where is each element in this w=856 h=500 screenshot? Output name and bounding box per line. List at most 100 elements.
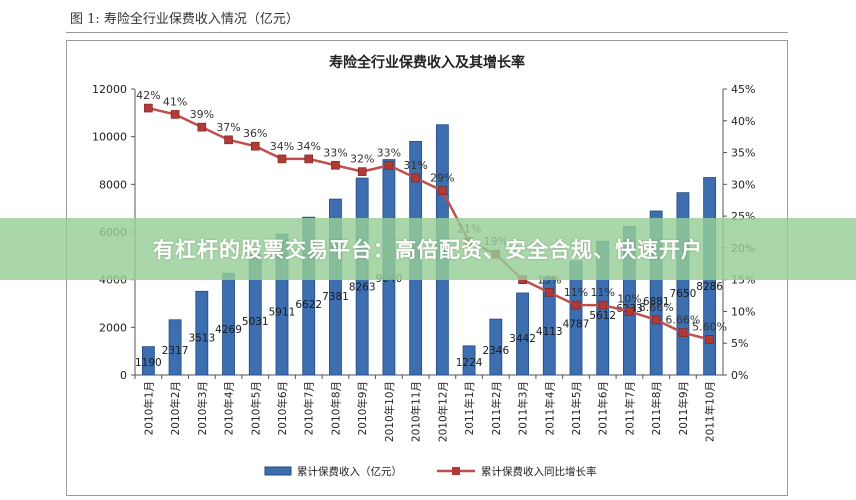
bar-value-label: 7650 <box>670 288 697 300</box>
x-tick-label: 2010年8月 <box>329 381 342 435</box>
y-right-tick-label: 10% <box>731 305 755 318</box>
line-point <box>144 103 153 113</box>
x-tick-label: 2011年6月 <box>597 381 610 435</box>
y-right-tick-label: 35% <box>731 147 755 160</box>
line-value-label: 41% <box>163 95 187 108</box>
x-tick-label: 2010年9月 <box>356 381 369 435</box>
line-point <box>625 307 634 316</box>
bar-value-label: 4787 <box>563 319 590 331</box>
line-value-label: 5.60% <box>692 320 727 333</box>
line-point <box>384 160 394 170</box>
bar-value-label: 5612 <box>589 310 616 322</box>
y-left-tick-label: 0 <box>120 369 127 382</box>
line-point <box>224 135 233 145</box>
line-value-label: 10% <box>617 292 641 305</box>
line-point <box>544 288 554 297</box>
line-point <box>678 328 688 337</box>
bar-value-label: 6881 <box>643 296 670 308</box>
x-tick-label: 2011年10月 <box>704 381 717 442</box>
y-left-tick-label: 2000 <box>99 321 127 334</box>
y-left-tick-label: 8000 <box>99 178 127 191</box>
line-value-label: 34% <box>270 140 294 153</box>
line-value-label: 31% <box>403 159 427 172</box>
bar <box>195 290 209 376</box>
line-value-label: 8.66% <box>639 301 674 314</box>
legend-line-marker <box>452 467 460 475</box>
bar <box>516 292 529 376</box>
line-point <box>438 186 447 195</box>
line-point <box>331 160 340 170</box>
caption-divider <box>66 32 788 33</box>
bar-value-label: 4113 <box>536 326 563 338</box>
y-left-tick-label: 12000 <box>92 83 127 96</box>
x-tick-label: 2011年4月 <box>543 381 556 435</box>
x-tick-label: 2010年4月 <box>223 381 236 435</box>
banner-text: 有杠杆的股票交易平台：高倍配资、安全合规、快速开户 <box>153 238 703 262</box>
x-tick-label: 2011年9月 <box>677 381 690 435</box>
line-point <box>250 141 260 151</box>
y-right-tick-label: 5% <box>731 337 748 350</box>
bar-value-label: 2317 <box>162 345 189 357</box>
bar-value-label: 4269 <box>215 324 242 336</box>
line-point <box>170 110 180 119</box>
bar-value-label: 3513 <box>188 332 215 344</box>
line-point <box>651 315 661 325</box>
y-left-tick-label: 10000 <box>92 131 127 144</box>
bar <box>489 318 503 376</box>
bar-value-label: 6622 <box>295 299 322 311</box>
line-value-label: 33% <box>377 146 401 159</box>
x-tick-label: 2011年5月 <box>570 381 583 435</box>
line-point <box>197 122 207 132</box>
bar-value-label: 1190 <box>135 357 162 369</box>
bar-value-label: 8263 <box>349 281 376 293</box>
line-value-label: 32% <box>350 153 374 166</box>
bar-value-label: 5911 <box>269 307 296 319</box>
bar-value-label: 8286 <box>696 281 723 293</box>
x-tick-label: 2011年1月 <box>463 381 476 435</box>
line-point <box>705 335 714 344</box>
x-tick-label: 2010年2月 <box>169 381 182 435</box>
legend-bar-swatch <box>264 466 292 476</box>
x-tick-label: 2010年6月 <box>276 381 289 435</box>
x-tick-label: 2010年3月 <box>196 381 209 435</box>
x-tick-label: 2011年2月 <box>490 381 503 435</box>
line-point <box>277 154 287 164</box>
chart-title: 寿险全行业保费收入及其增长率 <box>329 54 525 71</box>
bar-value-label: 3442 <box>509 333 536 345</box>
x-tick-label: 2011年3月 <box>517 381 530 435</box>
x-tick-label: 2011年8月 <box>650 381 663 435</box>
bar-value-label: 7381 <box>322 291 349 303</box>
line-point <box>598 300 608 310</box>
bar-value-label: 5031 <box>242 316 269 328</box>
growth-line <box>148 106 710 341</box>
line-value-label: 6.66% <box>665 314 700 327</box>
legend-bar-label: 累计保费收入（亿元） <box>297 465 402 478</box>
line-value-label: 11% <box>564 286 588 299</box>
line-point <box>304 154 314 164</box>
promo-banner: 有杠杆的股票交易平台：高倍配资、安全合规、快速开户 <box>0 218 856 280</box>
bar-value-label: 2346 <box>482 345 509 357</box>
x-tick-label: 2010年5月 <box>249 381 262 435</box>
y-right-tick-label: 45% <box>731 83 755 96</box>
line-value-label: 39% <box>190 108 214 121</box>
line-value-label: 42% <box>136 89 160 102</box>
legend-line-label: 累计保费收入同比增长率 <box>481 465 597 478</box>
x-tick-label: 2010年11月 <box>410 381 423 442</box>
figure-caption: 图 1: 寿险全行业保费收入情况（亿元） <box>70 12 299 27</box>
y-right-tick-label: 0% <box>731 369 748 382</box>
line-value-label: 34% <box>297 140 321 153</box>
line-value-label: 29% <box>430 172 454 185</box>
x-tick-label: 2010年1月 <box>142 381 155 435</box>
line-value-label: 33% <box>323 146 347 159</box>
y-right-tick-label: 30% <box>731 178 755 191</box>
bar <box>462 345 476 376</box>
line-point <box>411 173 420 183</box>
line-value-label: 36% <box>243 127 267 140</box>
line-point <box>571 300 581 310</box>
x-tick-label: 2011年7月 <box>623 381 636 435</box>
line-point <box>357 167 367 176</box>
y-right-tick-label: 40% <box>731 115 755 128</box>
x-tick-label: 2010年7月 <box>303 381 316 435</box>
x-tick-label: 2010年12月 <box>436 381 449 442</box>
bar <box>168 319 182 376</box>
